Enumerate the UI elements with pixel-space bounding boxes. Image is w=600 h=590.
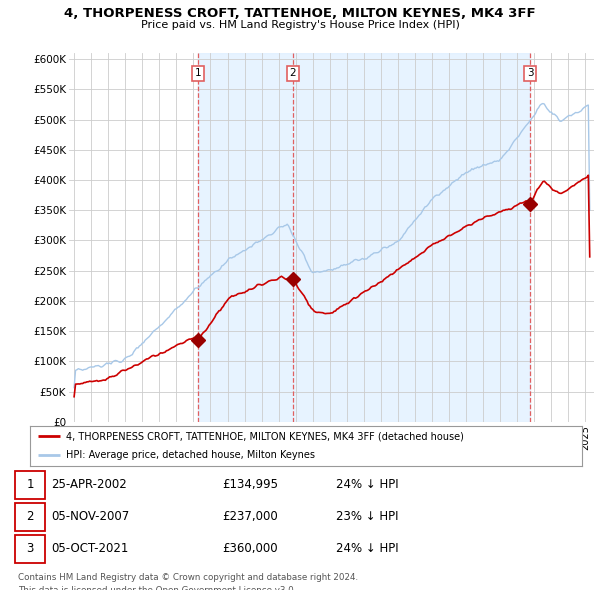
Bar xyxy=(199,53,530,422)
Text: 4, THORPENESS CROFT, TATTENHOE, MILTON KEYNES, MK4 3FF (detached house): 4, THORPENESS CROFT, TATTENHOE, MILTON K… xyxy=(66,431,464,441)
Text: 3: 3 xyxy=(527,68,533,78)
Text: 05-OCT-2021: 05-OCT-2021 xyxy=(51,542,128,555)
Text: 23% ↓ HPI: 23% ↓ HPI xyxy=(336,510,398,523)
Text: 1: 1 xyxy=(195,68,202,78)
Text: 2: 2 xyxy=(26,510,34,523)
Text: £360,000: £360,000 xyxy=(222,542,278,555)
Text: 24% ↓ HPI: 24% ↓ HPI xyxy=(336,542,398,555)
Text: 2: 2 xyxy=(290,68,296,78)
Text: 4, THORPENESS CROFT, TATTENHOE, MILTON KEYNES, MK4 3FF: 4, THORPENESS CROFT, TATTENHOE, MILTON K… xyxy=(64,7,536,20)
Text: Price paid vs. HM Land Registry's House Price Index (HPI): Price paid vs. HM Land Registry's House … xyxy=(140,20,460,30)
Text: HPI: Average price, detached house, Milton Keynes: HPI: Average price, detached house, Milt… xyxy=(66,450,315,460)
Text: £237,000: £237,000 xyxy=(222,510,278,523)
Text: 3: 3 xyxy=(26,542,34,555)
Text: 05-NOV-2007: 05-NOV-2007 xyxy=(51,510,129,523)
Text: 1: 1 xyxy=(26,478,34,491)
Text: 24% ↓ HPI: 24% ↓ HPI xyxy=(336,478,398,491)
Text: Contains HM Land Registry data © Crown copyright and database right 2024.: Contains HM Land Registry data © Crown c… xyxy=(18,573,358,582)
Text: This data is licensed under the Open Government Licence v3.0.: This data is licensed under the Open Gov… xyxy=(18,586,296,590)
Text: £134,995: £134,995 xyxy=(222,478,278,491)
Text: 25-APR-2002: 25-APR-2002 xyxy=(51,478,127,491)
